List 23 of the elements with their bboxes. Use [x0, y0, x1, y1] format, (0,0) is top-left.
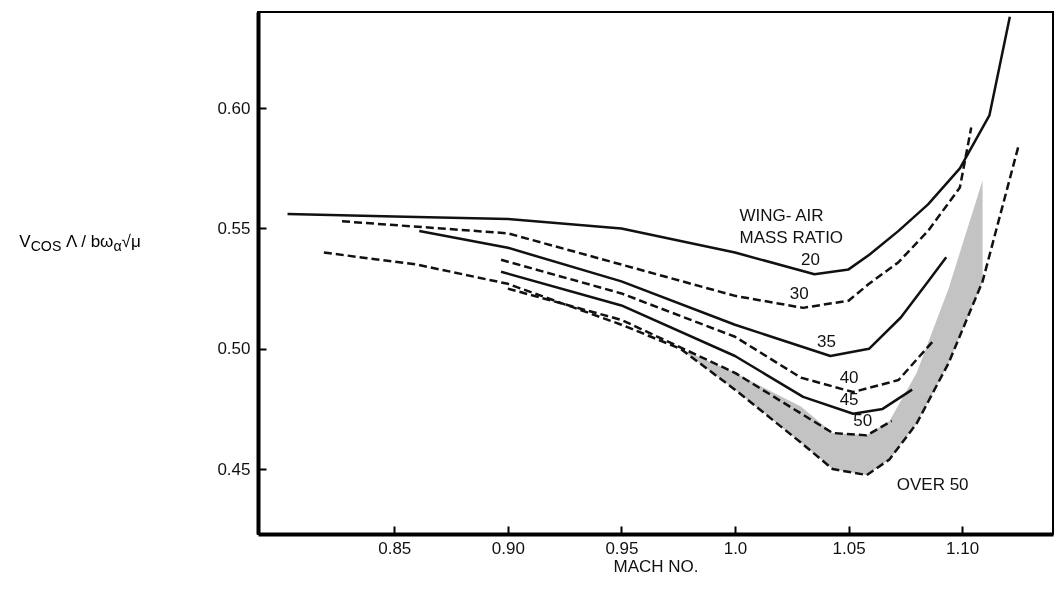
x-axis-title: MACH NO. — [613, 556, 699, 576]
legend-title: WING- AIR MASS RATIO — [739, 206, 844, 248]
y-axis-title: V$_{COS}$ Λ / bω$_{α}$√μ — [18, 232, 142, 255]
y-tick-label: 0.55 — [217, 219, 251, 238]
x-tick-label: 1.05 — [832, 538, 866, 558]
x-tick-label: 1.10 — [946, 538, 980, 558]
y-tick-label: 0.50 — [217, 339, 251, 359]
line-series — [506, 287, 893, 437]
series-label: 50 — [853, 411, 873, 431]
x-tick-label: 1.0 — [723, 538, 748, 558]
series-label: 45 — [839, 389, 859, 409]
y-tick-label: 0.60 — [217, 98, 251, 118]
series-label: 20 — [801, 250, 820, 270]
x-tick-label: 0.90 — [491, 538, 525, 558]
x-tick-label: 0.85 — [378, 538, 412, 558]
series-label: 30 — [789, 283, 809, 303]
x-tick-label: 0.95 — [605, 538, 639, 558]
line-series — [499, 270, 914, 415]
series-label: 40 — [839, 368, 859, 388]
line-series — [418, 229, 948, 358]
y-tick-label: 0.45 — [217, 459, 251, 479]
series-label: 35 — [816, 331, 836, 351]
series-label: OVER 50 — [896, 475, 969, 495]
